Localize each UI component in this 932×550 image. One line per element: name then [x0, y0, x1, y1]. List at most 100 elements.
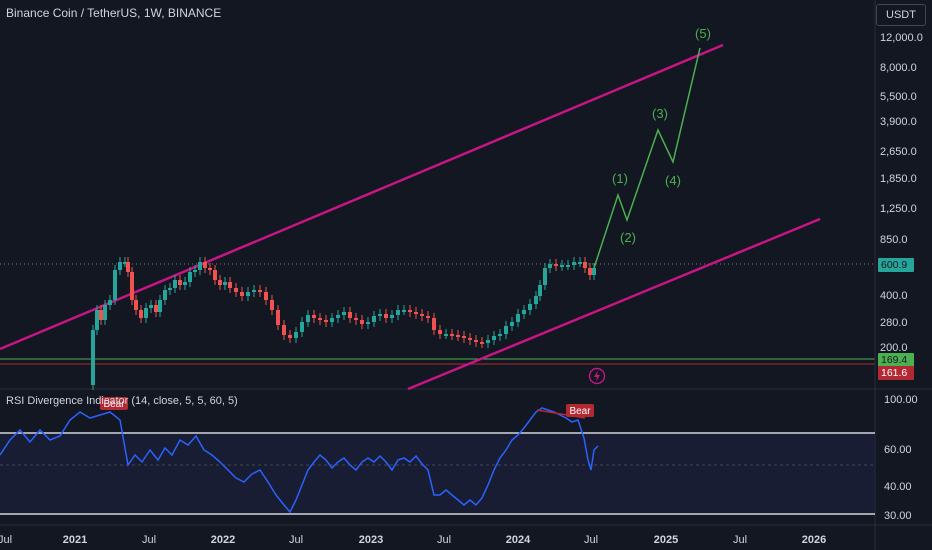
candle-body: [264, 292, 268, 300]
svg-text:Bear: Bear: [569, 406, 591, 417]
candle-body: [492, 336, 496, 340]
candle-body: [554, 264, 558, 266]
candle-body: [123, 262, 127, 264]
candle-body: [198, 262, 202, 270]
candle-body: [354, 318, 358, 320]
candle-body: [462, 336, 466, 338]
candle-body: [183, 282, 187, 285]
price-tick: 850.0: [880, 234, 908, 246]
candle-body: [130, 272, 134, 300]
time-tick: 2022: [211, 534, 235, 546]
candle-body: [588, 268, 592, 275]
candle-body: [149, 305, 153, 308]
candle-body: [218, 280, 222, 285]
candle-body: [438, 330, 442, 334]
price-tick: 5,500.0: [880, 91, 917, 103]
lightning-bolt-icon[interactable]: [588, 367, 606, 385]
time-tick: Jul: [733, 534, 747, 546]
candle-body: [342, 312, 346, 315]
rsi-tick: 100.00: [884, 394, 918, 406]
candle-body: [456, 335, 460, 337]
candle-body: [408, 310, 412, 312]
candle-body: [566, 265, 570, 267]
time-tick: 2024: [506, 534, 531, 546]
rsi-tick: 30.00: [884, 510, 912, 522]
channel-upper-line[interactable]: [0, 43, 724, 351]
candle-body: [188, 272, 192, 282]
candle-body: [396, 310, 400, 315]
price-axis[interactable]: 12,000.0 8,000.0 5,500.0 3,900.0 2,650.0…: [880, 32, 923, 354]
candle-body: [480, 342, 484, 344]
candle-body: [543, 268, 547, 285]
rsi-tick: 40.00: [884, 481, 912, 493]
time-tick: Jul: [584, 534, 598, 546]
candle-body: [592, 268, 596, 275]
candle-body: [510, 322, 514, 326]
rsi-axis[interactable]: 100.00 60.00 40.00 30.00: [884, 394, 918, 522]
bear-label-left: Bear: [100, 397, 128, 410]
candle-body: [228, 282, 232, 288]
elliott-wave-path[interactable]: [593, 47, 701, 269]
candle-body: [538, 285, 542, 296]
wave-label-2: (2): [620, 230, 636, 245]
candle-body: [384, 314, 388, 318]
candle-body: [240, 292, 244, 296]
candle-body: [378, 314, 382, 316]
candle-body: [318, 318, 322, 320]
candle-body: [330, 318, 334, 322]
candle-body: [300, 322, 304, 332]
candle-body: [99, 310, 103, 320]
candle-body: [163, 290, 167, 300]
candle-body: [178, 280, 182, 285]
candle-body: [139, 310, 143, 318]
price-tick: 280.0: [880, 317, 908, 329]
price-tick: 2,650.0: [880, 146, 917, 158]
candle-body: [572, 262, 576, 265]
candle-body: [372, 316, 376, 322]
candle-body: [360, 320, 364, 324]
last-price-tag: 600.9: [878, 258, 914, 272]
wave-label-5: (5): [695, 26, 711, 41]
time-tick: 2025: [654, 534, 678, 546]
time-tick: Jul: [437, 534, 451, 546]
currency-button[interactable]: USDT: [876, 4, 926, 26]
candle-body: [154, 305, 158, 312]
wave-label-3: (3): [652, 106, 668, 121]
candle-body: [223, 282, 227, 285]
candle-body: [312, 315, 316, 318]
candle-body: [498, 334, 502, 336]
candle-body: [348, 312, 352, 318]
candle-body: [324, 320, 328, 322]
time-tick: 2026: [802, 534, 826, 546]
candle-body: [414, 312, 418, 314]
candle-body: [103, 305, 107, 320]
candle-body: [548, 264, 552, 268]
candle-body: [276, 310, 280, 325]
candle-body: [113, 270, 117, 300]
price-tick: 8,000.0: [880, 62, 917, 74]
channel-lower-line[interactable]: [407, 217, 821, 391]
candle-body: [420, 314, 424, 316]
time-axis[interactable]: Jul 2021 Jul 2022 Jul 2023 Jul 2024 Jul …: [0, 534, 826, 546]
candlestick-series: [91, 257, 596, 390]
price-tick: 12,000.0: [880, 32, 923, 44]
rsi-line: [0, 407, 599, 514]
wave-label-1: (1): [612, 171, 628, 186]
candle-body: [468, 338, 472, 340]
candle-body: [402, 310, 406, 312]
candle-body: [504, 326, 508, 334]
time-tick: 2023: [359, 534, 383, 546]
candle-body: [474, 340, 478, 342]
candle-body: [168, 288, 172, 290]
rsi-indicator-title[interactable]: RSI Divergence Indicator (14, close, 5, …: [6, 395, 238, 407]
candle-body: [560, 265, 564, 267]
candle-body: [390, 315, 394, 318]
price-tick: 200.0: [880, 342, 908, 354]
candle-body: [450, 334, 454, 336]
candle-body: [336, 315, 340, 318]
time-tick: Jul: [142, 534, 156, 546]
candle-body: [91, 330, 95, 385]
candle-body: [578, 262, 582, 264]
time-tick: 2021: [63, 534, 87, 546]
